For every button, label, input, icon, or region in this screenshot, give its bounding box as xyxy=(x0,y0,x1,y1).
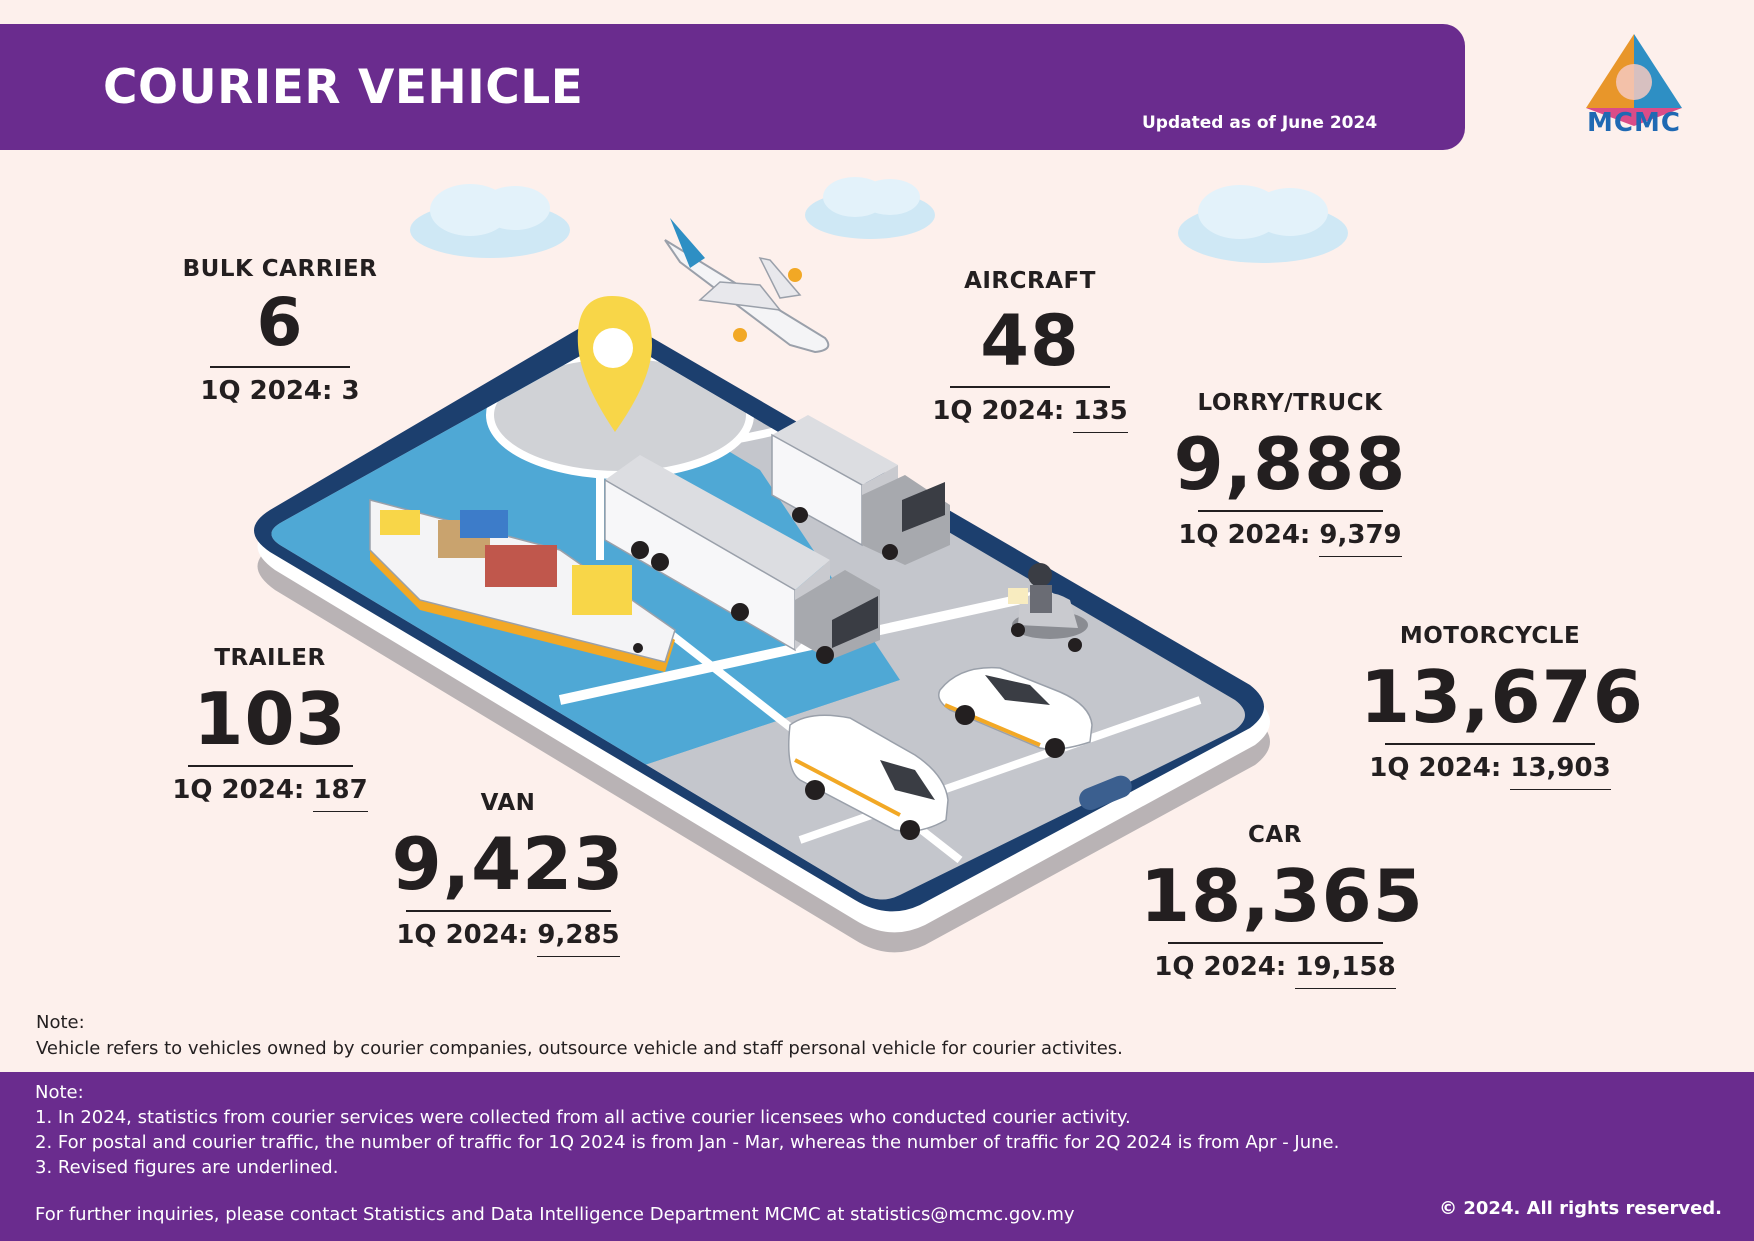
divider xyxy=(1197,510,1383,512)
stat-value: 13,676 xyxy=(1360,655,1644,739)
logo-text: MCMC xyxy=(1587,108,1681,138)
stat-trailer: TRAILER 103 1Q 2024: 187 xyxy=(160,645,380,812)
vehicle-note: Note: Vehicle refers to vehicles owned b… xyxy=(36,1010,1123,1062)
stat-car: CAR 18,365 1Q 2024: 19,158 xyxy=(1140,822,1424,989)
stat-value: 48 xyxy=(980,300,1080,382)
footer-note-item: 3. Revised figures are underlined. xyxy=(35,1157,339,1178)
stat-label: BULK CARRIER xyxy=(182,256,378,282)
stat-value: 103 xyxy=(193,677,347,761)
cloud-icon xyxy=(805,177,935,239)
stat-value: 9,888 xyxy=(1173,422,1407,506)
airplane-icon xyxy=(664,218,830,354)
van-icon xyxy=(788,714,949,840)
stat-previous: 1Q 2024: 135 xyxy=(920,396,1140,433)
divider xyxy=(1385,743,1595,745)
stat-van: VAN 9,423 1Q 2024: 9,285 xyxy=(388,790,628,957)
stat-aircraft: AIRCRAFT 48 1Q 2024: 135 xyxy=(920,268,1140,433)
stat-label: MOTORCYCLE xyxy=(1399,623,1581,649)
updated-date: Updated as of June 2024 xyxy=(1142,113,1378,133)
stat-previous: 1Q 2024: 13,903 xyxy=(1360,753,1620,790)
ship-icon xyxy=(369,499,676,672)
stat-previous: 1Q 2024: 3 xyxy=(200,376,360,406)
mcmc-logo xyxy=(1586,34,1682,126)
copyright: © 2024. All rights reserved. xyxy=(1439,1198,1722,1219)
stat-label: TRAILER xyxy=(214,645,326,671)
stat-value: 9,423 xyxy=(391,822,625,906)
footer-note-item: 2. For postal and courier traffic, the n… xyxy=(35,1132,1340,1153)
trailer-truck-icon xyxy=(604,455,880,664)
divider xyxy=(950,386,1110,388)
cloud-icon xyxy=(410,184,570,258)
motorcycle-icon xyxy=(1008,563,1088,652)
location-pin-icon xyxy=(577,296,652,432)
stat-previous: 1Q 2024: 187 xyxy=(160,775,380,812)
header-bar xyxy=(0,24,1465,150)
stat-bulk-carrier: BULK CARRIER 6 1Q 2024: 3 xyxy=(170,256,390,406)
footer-notes: Note: 1. In 2024, statistics from courie… xyxy=(35,1080,1339,1180)
stat-value: 18,365 xyxy=(1140,854,1424,938)
divider xyxy=(210,366,350,368)
stat-label: VAN xyxy=(480,790,536,816)
stat-previous: 1Q 2024: 19,158 xyxy=(1140,952,1410,989)
footer-note-item: 1. In 2024, statistics from courier serv… xyxy=(35,1107,1131,1128)
divider xyxy=(405,910,611,912)
contact-info: For further inquiries, please contact St… xyxy=(35,1204,1075,1225)
stat-value: 6 xyxy=(256,284,304,361)
note-text: Vehicle refers to vehicles owned by cour… xyxy=(36,1038,1123,1059)
stat-label: AIRCRAFT xyxy=(964,268,1096,294)
stat-previous: 1Q 2024: 9,379 xyxy=(1160,520,1420,557)
divider xyxy=(187,765,353,767)
stat-motorcycle: MOTORCYCLE 13,676 1Q 2024: 13,903 xyxy=(1360,623,1644,790)
cloud-icon xyxy=(1178,185,1348,263)
page-title: COURIER VEHICLE xyxy=(103,60,584,115)
note-title: Note: xyxy=(36,1012,85,1033)
divider xyxy=(1167,942,1383,944)
stat-label: CAR xyxy=(1248,822,1302,848)
footer: Note: 1. In 2024, statistics from courie… xyxy=(0,1072,1754,1241)
box-truck-icon xyxy=(771,415,950,565)
stat-lorry-truck: LORRY/TRUCK 9,888 1Q 2024: 9,379 xyxy=(1160,390,1420,557)
car-icon xyxy=(938,666,1093,758)
stat-label: LORRY/TRUCK xyxy=(1197,390,1383,416)
stat-previous: 1Q 2024: 9,285 xyxy=(388,920,628,957)
footer-note-title: Note: xyxy=(35,1082,84,1103)
